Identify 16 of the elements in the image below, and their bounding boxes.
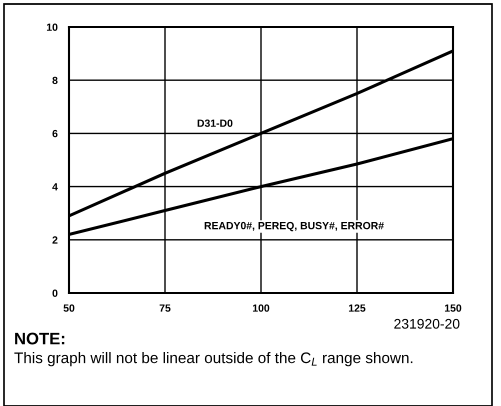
series-label: D31-D0 (198, 120, 232, 127)
x-tick-label: 150 (444, 304, 462, 312)
y-tick-label: 8 (52, 76, 58, 84)
x-tick-label: 100 (252, 304, 270, 312)
x-tick-label: 50 (64, 304, 74, 312)
text: NOTE: (15, 332, 64, 344)
y-tick-label: 6 (52, 130, 58, 138)
text: 231920-20 (394, 318, 460, 329)
y-tick-label: 4 (52, 183, 58, 190)
x-tick-label: 75 (160, 304, 171, 312)
y-tick-label: 10 (46, 24, 58, 31)
y-tick-label: 2 (52, 236, 58, 244)
series-label: READY0#, PEREQ, BUSY#, ERROR# (204, 222, 384, 232)
y-tick-label: 0 (52, 290, 58, 297)
text: This graph will not be linear outside of the C$_{L}$ range shown. (14, 352, 412, 366)
x-tick-label: 125 (348, 304, 366, 312)
